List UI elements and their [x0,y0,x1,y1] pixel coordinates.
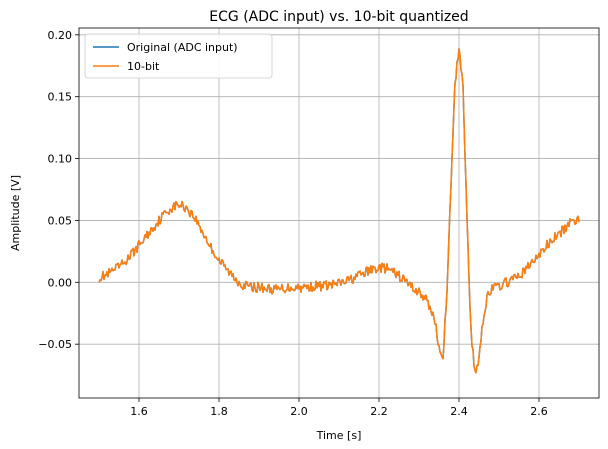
x-axis: 1.6 1.8 2.0 2.2 2.4 2.6 [130,398,548,418]
x-tick-label: 2.2 [370,405,388,418]
y-tick-label: 0.00 [48,276,73,289]
y-tick-label: −0.05 [38,338,72,351]
chart-title: ECG (ADC input) vs. 10-bit quantized [209,9,468,25]
x-tick-label: 2.4 [450,405,468,418]
x-tick-label: 1.6 [130,405,148,418]
y-tick-label: 0.15 [48,91,73,104]
legend-label: Original (ADC input) [127,41,238,54]
legend-box [84,33,273,79]
legend-label: 10-bit [127,60,160,73]
y-axis-label: Amplitude [V] [9,175,22,251]
x-tick-label: 2.0 [290,405,308,418]
x-tick-label: 2.6 [530,405,548,418]
y-tick-label: 0.05 [48,214,73,227]
y-axis: −0.05 0.00 0.05 0.10 0.15 0.20 [38,29,79,351]
legend: Original (ADC input) 10-bit [84,33,273,79]
plot-lines [98,48,580,374]
y-tick-label: 0.20 [48,29,73,42]
x-tick-label: 1.8 [210,405,228,418]
y-tick-label: 0.10 [48,153,73,166]
series-line-1 [98,48,580,374]
x-axis-label: Time [s] [316,429,362,442]
grid [79,28,599,398]
axes-frame [78,27,600,399]
